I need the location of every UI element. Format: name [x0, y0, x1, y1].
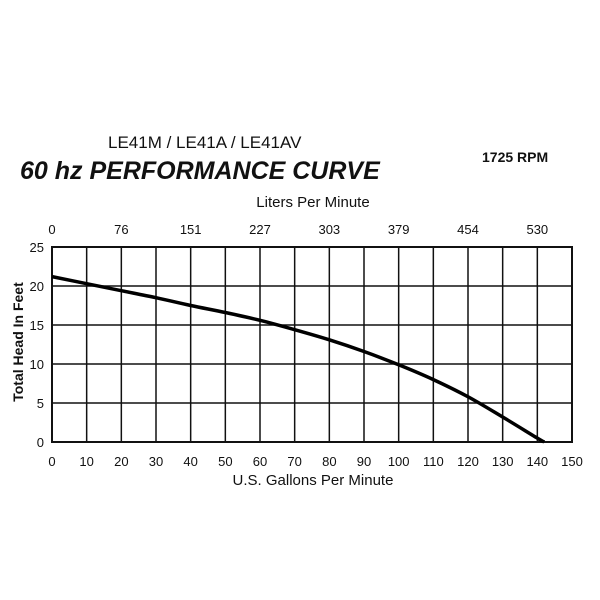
x-axis-label: U.S. Gallons Per Minute — [232, 472, 394, 489]
x-tick-label: 60 — [253, 454, 267, 469]
x2-tick-label: 303 — [318, 222, 340, 237]
x-tick-label: 110 — [423, 454, 444, 469]
y-tick-label: 5 — [37, 396, 44, 411]
y-tick-label: 10 — [30, 357, 44, 372]
performance-curve — [51, 274, 546, 444]
x2-axis-label: Liters Per Minute — [256, 194, 370, 211]
x-tick-label: 70 — [287, 454, 301, 469]
y-tick-label: 20 — [30, 279, 44, 294]
x-tick-label: 20 — [114, 454, 128, 469]
x-tick-label: 0 — [48, 454, 55, 469]
x-tick-label: 130 — [492, 454, 514, 469]
y-tick-label: 0 — [37, 435, 44, 450]
x-tick-label: 10 — [79, 454, 93, 469]
plot-frame — [51, 246, 573, 443]
y-tick-label: 15 — [30, 318, 44, 333]
x-tick-label: 90 — [357, 454, 371, 469]
x2-tick-label: 379 — [388, 222, 410, 237]
model-subtitle: LE41M / LE41A / LE41AV — [108, 133, 302, 152]
x2-tick-label: 530 — [526, 222, 548, 237]
x-tick-label: 120 — [457, 454, 479, 469]
x-tick-label: 40 — [183, 454, 197, 469]
y-tick-label: 25 — [30, 240, 44, 255]
x2-tick-label: 76 — [114, 222, 128, 237]
x-tick-label: 30 — [149, 454, 163, 469]
x2-tick-label: 227 — [249, 222, 271, 237]
x2-tick-label: 454 — [457, 222, 479, 237]
x2-tick-label: 0 — [48, 222, 55, 237]
chart-title: 60 hz PERFORMANCE CURVE — [20, 157, 380, 185]
x-tick-label: 80 — [322, 454, 336, 469]
x-tick-label: 100 — [388, 454, 410, 469]
rpm-annotation: 1725 RPM — [482, 149, 549, 165]
x-tick-label: 50 — [218, 454, 232, 469]
x2-tick-label: 151 — [180, 222, 202, 237]
x-tick-label: 150 — [561, 454, 583, 469]
x-tick-label: 140 — [526, 454, 548, 469]
